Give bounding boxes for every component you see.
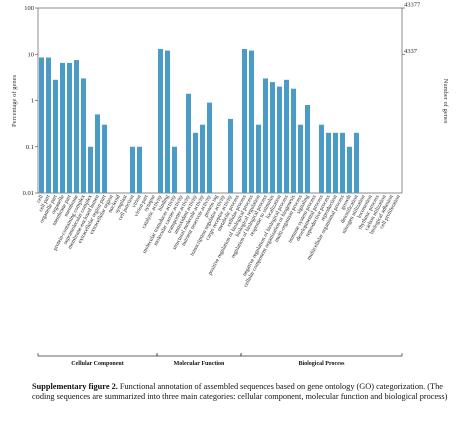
- bar: [276, 86, 283, 193]
- bar: [66, 62, 73, 193]
- right-tick-label: 4337: [404, 48, 418, 55]
- y-tick-label: 100: [24, 5, 34, 12]
- bar: [45, 57, 52, 193]
- chart-bars: [38, 48, 360, 194]
- bar: [52, 79, 59, 193]
- bar: [248, 50, 255, 194]
- group-bracket: [240, 353, 403, 357]
- caption-label: Supplementary figure 2.: [32, 382, 118, 391]
- bar: [129, 146, 136, 193]
- category-label: virion: [131, 194, 143, 209]
- bar: [269, 82, 276, 193]
- right-tick-label: 43377: [404, 2, 421, 9]
- bar: [157, 48, 164, 194]
- bar: [38, 57, 45, 193]
- group-label: Molecular Function: [174, 361, 225, 367]
- figure-caption: Supplementary figure 2. Functional annot…: [32, 382, 460, 403]
- bar: [192, 132, 199, 193]
- y-tick-label: 1: [31, 98, 34, 105]
- right-axis-title: Number of genes: [442, 79, 449, 124]
- chart-axes: 100 10 1 0.1 0.01 43377 4337: [23, 2, 421, 198]
- y-tick-label: 0.01: [23, 190, 34, 197]
- bar: [318, 124, 325, 193]
- caption-text: Functional annotation of assembled seque…: [32, 382, 448, 402]
- group-label: Cellular Component: [71, 361, 123, 367]
- group-bracket: [37, 353, 158, 357]
- bar: [353, 132, 360, 193]
- bar: [136, 146, 143, 193]
- bar: [262, 78, 269, 193]
- bar: [283, 79, 290, 193]
- bar: [339, 132, 346, 193]
- bar: [80, 78, 87, 193]
- bar: [325, 132, 332, 193]
- bar: [255, 124, 262, 193]
- bar: [87, 146, 94, 193]
- group-bracket: [156, 353, 242, 357]
- category-label: cell: [36, 194, 45, 204]
- bar: [346, 146, 353, 193]
- bar: [304, 104, 311, 193]
- bar: [94, 114, 101, 193]
- bar: [164, 50, 171, 194]
- bar: [73, 60, 80, 194]
- bar: [199, 124, 206, 193]
- bar: [290, 88, 297, 193]
- group-label: Biological Process: [298, 361, 345, 367]
- y-axis-title: Percentage of genes: [11, 75, 18, 127]
- category-groups: Cellular Component Molecular Function Biol…: [37, 353, 403, 367]
- bar: [241, 48, 248, 194]
- bar: [227, 118, 234, 193]
- y-tick-label: 0.1: [26, 144, 34, 151]
- bar: [59, 62, 66, 193]
- bar: [171, 146, 178, 193]
- bar: [101, 124, 108, 193]
- bar: [297, 124, 304, 193]
- bar: [185, 93, 192, 193]
- bar: [206, 102, 213, 193]
- y-tick-label: 10: [28, 51, 35, 58]
- bar: [332, 132, 339, 193]
